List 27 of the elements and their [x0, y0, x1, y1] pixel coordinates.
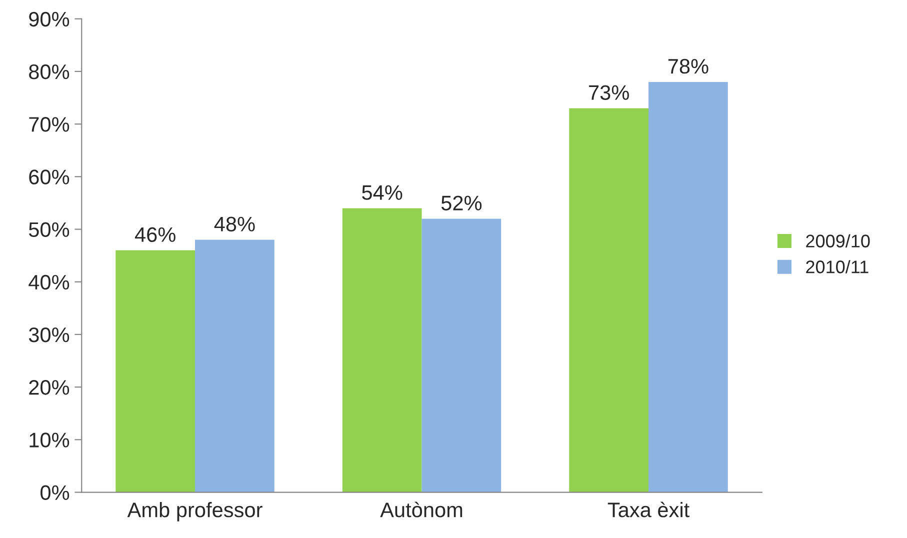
bar [342, 208, 422, 492]
x-tick-label: Autònom [380, 502, 462, 518]
legend-label: 2010/11 [806, 260, 868, 274]
y-tick-label: 10% [30, 432, 70, 448]
data-label: 73% [589, 85, 629, 100]
data-label: 54% [362, 185, 402, 200]
y-tick-label: 80% [29, 64, 70, 80]
bar [116, 250, 196, 492]
data-label: 78% [668, 58, 708, 74]
y-tick-label: 70% [29, 117, 70, 132]
y-tick-label: 0% [40, 485, 70, 500]
y-tick-label: 90% [29, 12, 70, 27]
y-tick-label: 20% [29, 380, 70, 395]
data-label: 52% [441, 196, 482, 210]
data-label: 46% [134, 227, 176, 242]
y-tick-label: 50% [28, 222, 70, 237]
y-tick-label: 60% [29, 170, 70, 184]
x-tick-label: Amb professor [127, 502, 262, 522]
x-tick-label: Taxa èxit [608, 502, 690, 518]
bar [569, 108, 649, 492]
bar [648, 82, 728, 492]
data-label: 48% [214, 216, 255, 232]
bar [422, 218, 502, 492]
y-tick-label: 30% [28, 327, 70, 342]
legend-label: 2009/10 [806, 234, 870, 248]
bar [195, 240, 274, 492]
y-tick-label: 40% [28, 274, 70, 290]
